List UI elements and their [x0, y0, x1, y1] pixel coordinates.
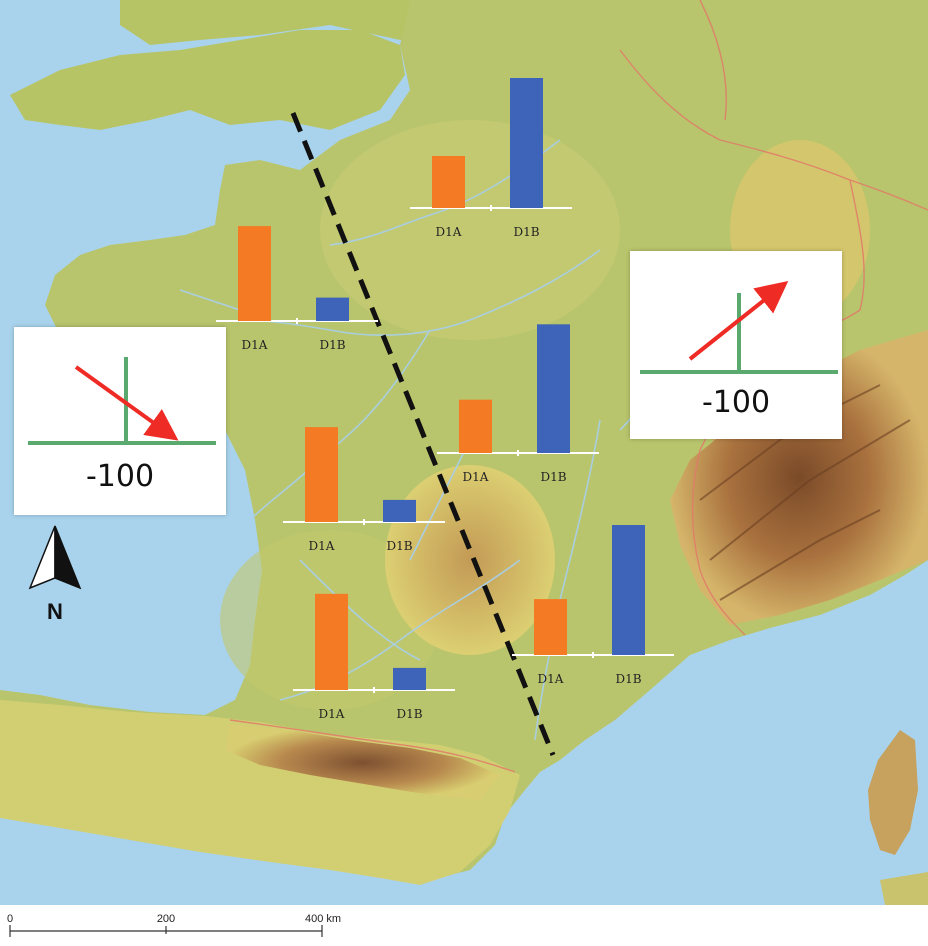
bar-d1a — [432, 156, 465, 208]
bar-label-d1a: D1A — [463, 470, 489, 484]
bar-group-west-central: D1A D1B — [283, 427, 445, 553]
bar-d1a — [534, 599, 567, 655]
bar-group-east-central: D1A D1B — [437, 324, 599, 484]
scale-label-400: 400 km — [305, 913, 341, 925]
bar-d1b — [383, 499, 416, 522]
sardinia-tip — [880, 872, 928, 905]
bar-d1b — [537, 324, 570, 453]
paris-basin — [320, 120, 620, 340]
bar-label-d1b: D1B — [386, 539, 412, 553]
alps-ridges — [699, 384, 911, 601]
east-direction-panel: -100 — [630, 251, 842, 439]
england-landmass — [10, 30, 405, 130]
bar-label-d1a: D1A — [309, 539, 335, 553]
bar-group-north: D1A D1B — [410, 78, 572, 239]
north-arrow-right-half — [54, 525, 82, 590]
bar-label-d1b: D1B — [615, 672, 641, 686]
bar-d1a — [305, 427, 338, 522]
west-direction-panel: -100 — [14, 327, 226, 515]
pyrenees-mountains — [225, 725, 500, 800]
north-arrow: N — [28, 525, 82, 624]
east-direction-diagram — [640, 281, 838, 374]
scale-strip — [0, 905, 928, 946]
bar-label-d1b: D1B — [396, 707, 422, 721]
west-direction-arrow — [74, 365, 179, 441]
bar-group-brittany: D1A D1B — [216, 226, 378, 352]
bar-d1b — [393, 667, 426, 690]
west-direction-diagram — [28, 357, 216, 445]
east-direction-arrow — [688, 281, 789, 361]
bar-chart-layer: D1A D1B D1A D1B D1A D1B D1A D1B D1A D1B D1A D1B — [216, 78, 674, 721]
bar-d1a — [315, 593, 348, 690]
bar-group-southeast: D1A D1B — [512, 525, 674, 686]
bar-d1a — [459, 399, 492, 453]
england-north — [120, 0, 460, 45]
bar-d1b — [316, 297, 349, 321]
east-panel-value: -100 — [701, 385, 771, 420]
bar-d1b — [612, 525, 645, 655]
bar-label-d1b: D1B — [319, 338, 345, 352]
bar-label-d1a: D1A — [538, 672, 564, 686]
scale-label-200: 200 — [157, 913, 175, 925]
dashed-division-line — [290, 112, 556, 756]
bar-label-d1a: D1A — [319, 707, 345, 721]
bar-group-southwest: D1A D1B — [293, 593, 455, 721]
scale-label-0: 0 — [7, 913, 13, 925]
corsica-island — [868, 730, 918, 855]
west-panel-value: -100 — [85, 459, 155, 494]
north-label: N — [47, 599, 63, 624]
bar-d1a — [238, 226, 271, 321]
bar-d1b — [510, 78, 543, 208]
bar-label-d1a: D1A — [436, 225, 462, 239]
alps-mountains — [670, 330, 928, 625]
bar-label-d1b: D1B — [513, 225, 539, 239]
massif-central — [385, 465, 555, 655]
bar-label-d1b: D1B — [540, 470, 566, 484]
bar-label-d1a: D1A — [242, 338, 268, 352]
scale-bar: 0 200 400 km — [7, 913, 341, 937]
